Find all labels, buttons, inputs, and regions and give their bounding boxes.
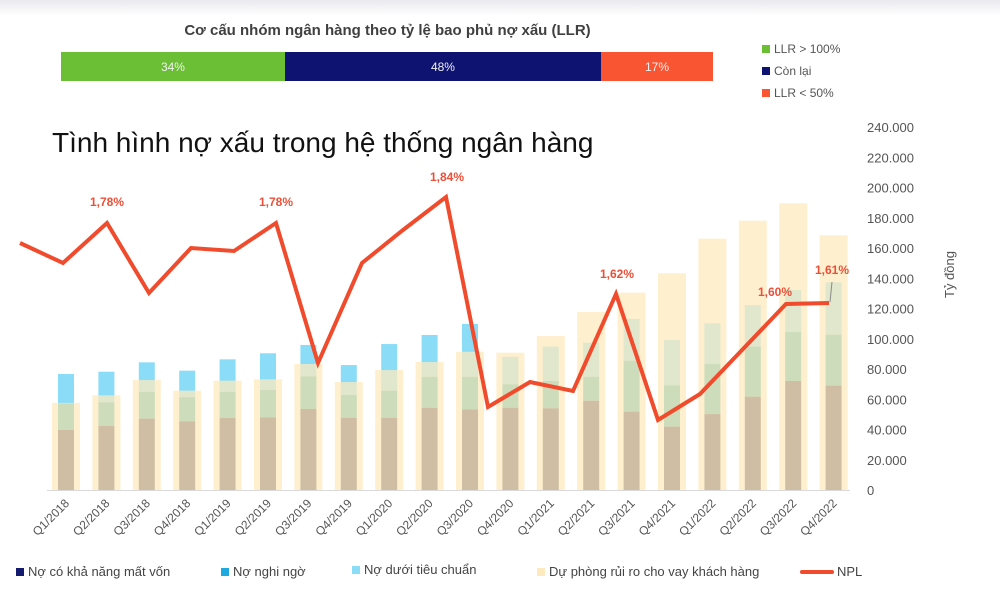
legend-label-substandard: Nợ dưới tiêu chuẩn bbox=[364, 562, 477, 577]
legend-item-doubtful: Nợ nghi ngờ bbox=[221, 564, 306, 579]
legend-swatch-substandard-icon bbox=[352, 565, 360, 574]
llr-legend-item: LLR > 100% bbox=[762, 38, 840, 60]
llr-legend: LLR > 100% Còn lại LLR < 50% bbox=[762, 38, 840, 104]
bar-provision bbox=[415, 362, 444, 490]
llr-legend-label: Còn lại bbox=[774, 64, 812, 78]
x-tick-label: Q3/2019 bbox=[272, 496, 315, 539]
x-tick-label: Q1/2021 bbox=[514, 496, 557, 539]
y-tick-label: 220.000 bbox=[867, 150, 914, 165]
bar-provision bbox=[92, 395, 121, 490]
bar-provision bbox=[658, 273, 686, 490]
x-tick-label: Q4/2021 bbox=[636, 496, 679, 539]
x-tick-label: Q4/2018 bbox=[151, 496, 194, 539]
npl-data-label: 1,60% bbox=[758, 285, 792, 299]
chart-legend: Nợ có khả năng mất vốn Nợ nghi ngờ Nợ dư… bbox=[0, 562, 1000, 586]
bar-provision bbox=[819, 235, 848, 490]
x-tick-label: Q4/2020 bbox=[474, 496, 517, 539]
legend-label-doubtful: Nợ nghi ngờ bbox=[233, 564, 306, 579]
npl-data-label: 1,61% bbox=[815, 263, 849, 277]
llr-segment: 17% bbox=[601, 52, 713, 81]
llr-legend-item: Còn lại bbox=[762, 60, 840, 82]
y-tick-label: 20.000 bbox=[867, 453, 907, 468]
x-tick-label: Q1/2018 bbox=[30, 496, 73, 539]
x-tick-label: Q2/2021 bbox=[555, 496, 598, 539]
bar-provision bbox=[779, 203, 808, 491]
legend-swatch-icon bbox=[762, 67, 770, 75]
x-tick-label: Q2/2022 bbox=[716, 496, 759, 539]
y-axis-title: Tỷ đồng bbox=[942, 251, 957, 298]
x-tick-label: Q1/2019 bbox=[191, 496, 234, 539]
legend-item-loss: Nợ có khả năng mất vốn bbox=[16, 564, 170, 579]
bar-provision bbox=[254, 379, 282, 490]
x-tick-label: Q2/2018 bbox=[70, 496, 113, 539]
y-tick-label: 120.000 bbox=[867, 302, 914, 317]
y-tick-label: 240.000 bbox=[867, 120, 914, 135]
x-tick-label: Q4/2019 bbox=[312, 496, 355, 539]
bar-provision bbox=[334, 382, 363, 490]
bar-provision bbox=[132, 380, 161, 490]
x-tick-label: Q3/2018 bbox=[110, 496, 153, 539]
bar-provision bbox=[698, 238, 727, 490]
y-tick-label: 160.000 bbox=[867, 241, 914, 256]
label-leader-line bbox=[829, 281, 833, 303]
bar-provision bbox=[536, 336, 565, 490]
y-tick-label: 80.000 bbox=[867, 362, 907, 377]
legend-label-provision: Dự phòng rủi ro cho vay khách hàng bbox=[549, 564, 760, 579]
top-shade bbox=[0, 0, 1000, 16]
legend-swatch-doubtful-icon bbox=[221, 567, 229, 576]
npl-data-label: 1,78% bbox=[259, 195, 293, 209]
x-tick-label: Q2/2020 bbox=[393, 496, 436, 539]
y-tick-label: 140.000 bbox=[867, 271, 914, 286]
npl-data-label: 1,78% bbox=[90, 195, 124, 209]
npl-data-label: 1,84% bbox=[430, 170, 464, 184]
llr-legend-label: LLR > 100% bbox=[774, 42, 841, 56]
legend-item-provision: Dự phòng rủi ro cho vay khách hàng bbox=[537, 564, 759, 579]
x-tick-label: Q1/2020 bbox=[353, 496, 396, 539]
bar-provision bbox=[173, 390, 202, 490]
y-tick-label: 180.000 bbox=[867, 211, 914, 226]
legend-swatch-loss-icon bbox=[16, 567, 24, 576]
bar-provision bbox=[738, 220, 767, 490]
llr-title: Cơ cấu nhóm ngân hàng theo tỷ lệ bao phủ… bbox=[184, 22, 591, 39]
bar-substandard bbox=[58, 373, 74, 404]
llr-legend-label: LLR < 50% bbox=[774, 86, 834, 100]
llr-segment: 34% bbox=[61, 52, 285, 81]
x-tick-label: Q2/2019 bbox=[232, 496, 275, 539]
x-tick-label: Q3/2021 bbox=[595, 496, 638, 539]
bar-provision bbox=[375, 370, 404, 490]
y-tick-label: 60.000 bbox=[867, 392, 907, 407]
y-tick-label: 0 bbox=[867, 483, 874, 498]
bar-provision bbox=[456, 351, 484, 490]
legend-item-substandard: Nợ dưới tiêu chuẩn bbox=[352, 562, 476, 577]
y-tick-label: 40.000 bbox=[867, 423, 907, 438]
legend-item-npl: NPL bbox=[800, 564, 862, 579]
y-tick-label: 100.000 bbox=[867, 332, 914, 347]
legend-label-loss: Nợ có khả năng mất vốn bbox=[28, 564, 171, 579]
chart-title: Tình hình nợ xấu trong hệ thống ngân hàn… bbox=[52, 127, 594, 158]
x-tick-label: Q3/2020 bbox=[434, 496, 477, 539]
x-tick-label: Q3/2022 bbox=[757, 496, 800, 539]
legend-swatch-provision-icon bbox=[537, 567, 545, 576]
llr-segment: 48% bbox=[284, 52, 602, 81]
bar-provision bbox=[577, 311, 606, 490]
llr-legend-item: LLR < 50% bbox=[762, 82, 840, 104]
bar-provision bbox=[213, 380, 242, 490]
x-tick-label: Q1/2022 bbox=[676, 496, 719, 539]
bar-provision bbox=[52, 402, 80, 490]
bar-provision bbox=[617, 292, 646, 490]
legend-line-npl-icon bbox=[800, 569, 834, 574]
legend-swatch-icon bbox=[762, 89, 770, 97]
x-tick-label: Q4/2022 bbox=[797, 496, 840, 539]
bar-provision bbox=[294, 364, 323, 490]
npl-data-label: 1,62% bbox=[600, 267, 634, 281]
legend-swatch-icon bbox=[762, 45, 770, 53]
y-tick-label: 200.000 bbox=[867, 181, 914, 196]
legend-label-npl: NPL bbox=[837, 564, 863, 579]
bar-provision bbox=[496, 352, 525, 490]
npl-line bbox=[19, 193, 830, 424]
llr-stacked-bar: 34% 48% 17% bbox=[61, 52, 713, 81]
bar-substandard bbox=[98, 371, 115, 403]
